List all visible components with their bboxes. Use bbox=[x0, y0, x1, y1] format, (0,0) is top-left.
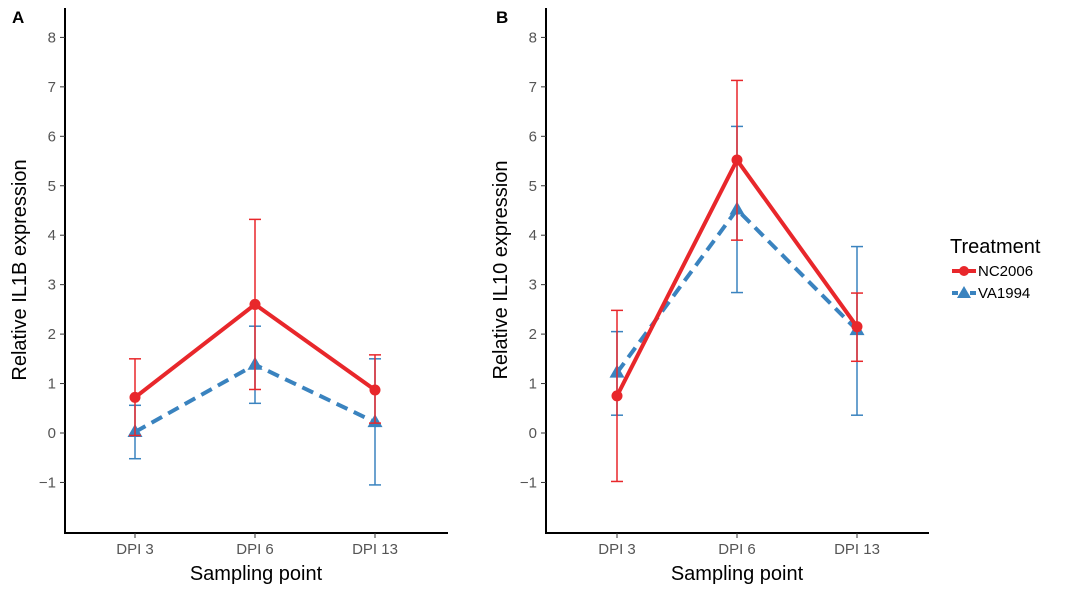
x-tick-label: DPI 3 bbox=[116, 541, 154, 558]
legend: Treatment NC2006 VA1994 bbox=[950, 236, 1041, 302]
legend-title: Treatment bbox=[950, 236, 1041, 258]
legend-marker-va1994 bbox=[957, 286, 971, 298]
panel-b: B −1 0 1 2 3 4 5 6 7 8 DPI 3 DPI 6 DPI 13 Sampling poi… bbox=[490, 8, 929, 585]
y-tick-label: 1 bbox=[48, 376, 56, 393]
y-tick-label: −1 bbox=[39, 474, 56, 491]
legend-label-nc2006: NC2006 bbox=[978, 263, 1033, 280]
y-tick-label: 3 bbox=[529, 277, 537, 294]
panel-label: A bbox=[12, 8, 24, 27]
y-tick-label: 0 bbox=[529, 425, 537, 442]
legend-item-va1994: VA1994 bbox=[952, 285, 1030, 302]
x-tick-label: DPI 3 bbox=[598, 541, 636, 558]
panel-label: B bbox=[496, 8, 508, 27]
legend-marker-nc2006 bbox=[959, 266, 969, 276]
y-tick-label: 4 bbox=[48, 227, 56, 244]
x-tick-label: DPI 13 bbox=[834, 541, 880, 558]
legend-item-nc2006: NC2006 bbox=[952, 263, 1033, 280]
point-nc2006 bbox=[369, 384, 381, 396]
y-tick-label: 3 bbox=[48, 277, 56, 294]
y-tick-label: 2 bbox=[529, 326, 537, 343]
y-tick-label: 4 bbox=[529, 227, 537, 244]
y-axis-title: Relative IL10 expression bbox=[490, 160, 512, 379]
x-tick-label: DPI 6 bbox=[718, 541, 756, 558]
y-tick-label: 8 bbox=[529, 29, 537, 46]
x-tick-label: DPI 13 bbox=[352, 541, 398, 558]
y-tick-label: −1 bbox=[520, 474, 537, 491]
y-tick-label: 0 bbox=[48, 425, 56, 442]
point-nc2006 bbox=[129, 391, 141, 403]
point-nc2006 bbox=[851, 321, 863, 333]
x-tick-label: DPI 6 bbox=[236, 541, 274, 558]
x-axis-title: Sampling point bbox=[671, 563, 804, 585]
y-tick-label: 2 bbox=[48, 326, 56, 343]
legend-label-va1994: VA1994 bbox=[978, 285, 1030, 302]
y-axis-title: Relative IL1B expression bbox=[9, 159, 31, 380]
y-tick-label: 6 bbox=[48, 128, 56, 145]
point-nc2006 bbox=[731, 154, 743, 166]
y-tick-label: 1 bbox=[529, 376, 537, 393]
point-nc2006 bbox=[611, 390, 623, 402]
y-tick-label: 7 bbox=[529, 79, 537, 96]
y-tick-label: 6 bbox=[529, 128, 537, 145]
panel-a: A −1 0 1 2 3 4 5 6 7 8 DPI 3 DPI 6 DPI 13 Sampling poi… bbox=[9, 8, 448, 585]
point-nc2006 bbox=[249, 298, 261, 310]
y-tick-label: 5 bbox=[529, 178, 537, 195]
y-tick-label: 8 bbox=[48, 29, 56, 46]
y-tick-label: 7 bbox=[48, 79, 56, 96]
x-axis-title: Sampling point bbox=[190, 563, 323, 585]
y-tick-label: 5 bbox=[48, 178, 56, 195]
